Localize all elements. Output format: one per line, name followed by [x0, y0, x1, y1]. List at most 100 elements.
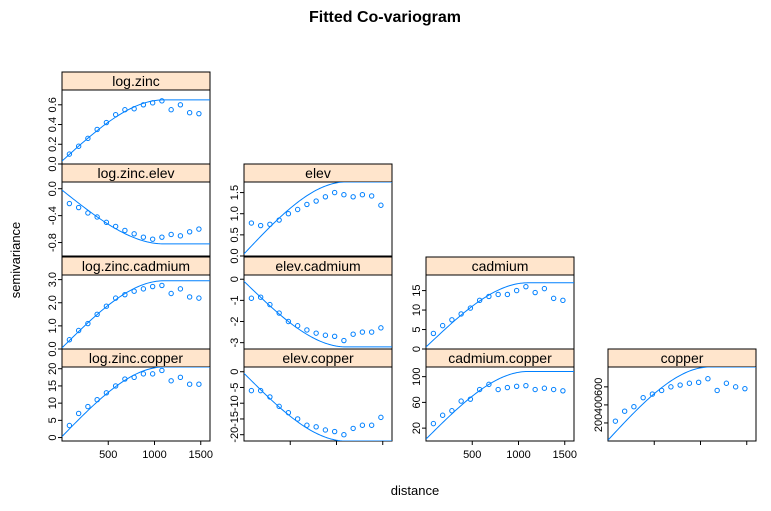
sample-point [276, 217, 282, 223]
panel-frame [607, 366, 757, 442]
sample-point [550, 295, 557, 302]
sample-point [486, 381, 492, 388]
y-tick-label: 0.0 [47, 341, 59, 356]
sample-point [331, 189, 338, 196]
sample-point [467, 305, 474, 311]
sample-point [168, 107, 174, 113]
sample-point [177, 102, 184, 108]
sample-point [513, 287, 520, 294]
panel-elev-copper: elev.copper -20-15-10 -5 0 [229, 348, 393, 445]
y-tick-label: -10 [229, 395, 241, 411]
sample-point [75, 143, 82, 149]
sample-point [112, 111, 119, 118]
sample-point [122, 107, 128, 113]
fitted-model-line [426, 371, 574, 440]
sample-point [649, 391, 656, 397]
sample-point [449, 317, 455, 323]
sample-point [177, 374, 184, 381]
sample-point [439, 412, 446, 418]
sample-point [495, 291, 501, 298]
sample-point [523, 382, 529, 389]
y-tick-label: 10 [411, 304, 423, 316]
panel-elev: elev 0.0 0.5 1.0 1.5 [229, 163, 393, 264]
sample-point [285, 318, 292, 325]
sample-point [294, 323, 301, 329]
panel-frame [425, 274, 575, 350]
y-tick-label: 400 [593, 396, 605, 414]
sample-point [131, 374, 137, 381]
sample-point [186, 294, 193, 300]
y-tick-label: 0.0 [229, 248, 241, 263]
sample-point [159, 234, 165, 240]
panel-strip-label: elev.cadmium [275, 258, 360, 274]
y-tick-label: 5 [47, 417, 59, 423]
sample-point [196, 295, 202, 301]
y-tick-label: 0.2 [47, 137, 59, 152]
sample-point [458, 398, 464, 404]
y-tick-label: 0 [47, 434, 59, 440]
sample-point [621, 408, 628, 414]
panel-log-zinc-cadmium: log.zinc.cadmium 0.0 1.0 2.0 3.0 [47, 256, 211, 357]
sample-point [276, 403, 282, 410]
sample-point [140, 286, 147, 292]
sample-point [94, 214, 100, 220]
sample-point [668, 384, 674, 390]
sample-point [341, 191, 347, 198]
x-tick-label: 500 [463, 449, 481, 461]
sample-point [257, 222, 264, 229]
y-tick-label: 0 [229, 369, 241, 375]
sample-point [458, 311, 464, 317]
y-tick-label: -3 [229, 338, 241, 348]
fitted-model-line [244, 280, 392, 348]
y-tick-label: 0.6 [47, 97, 59, 112]
sample-point [177, 233, 184, 239]
y-tick-label: 15 [411, 284, 423, 296]
sample-point [495, 386, 501, 393]
sample-point [131, 231, 137, 237]
panel-strip-label: log.zinc.copper [89, 350, 184, 366]
sample-point [541, 285, 548, 292]
x-tick-label: 1000 [506, 449, 530, 461]
sample-point [313, 424, 319, 430]
sample-point [94, 126, 100, 133]
sample-point [131, 288, 137, 294]
y-tick-label: 60 [411, 396, 423, 408]
sample-point [476, 386, 483, 393]
sample-point [66, 422, 73, 429]
y-tick-label: 0.0 [47, 181, 59, 196]
y-tick-label: 2.0 [47, 295, 59, 310]
sample-point [112, 223, 119, 230]
fitted-model-line [244, 372, 392, 441]
fitted-model-line [426, 282, 574, 348]
sample-point [186, 109, 193, 116]
sample-point [196, 226, 202, 232]
fitted-model-line [244, 182, 392, 255]
y-tick-label: 0 [411, 346, 423, 352]
sample-point [112, 383, 119, 389]
y-tick-label: 1.0 [47, 318, 59, 333]
panel-cadmium-copper: cadmium.copper 20 60 100 500 1000 1500 [411, 348, 577, 461]
panel-elev-cadmium: elev.cadmium -3 -2 -1 0 [229, 256, 393, 350]
sample-point [103, 119, 110, 126]
sample-point [304, 201, 310, 208]
y-tick-label: 0.4 [47, 117, 59, 132]
sample-point [85, 320, 91, 327]
sample-point [159, 98, 165, 104]
sample-point [541, 385, 548, 391]
panel-frame [243, 274, 393, 350]
sample-point [686, 380, 693, 386]
sample-point [695, 379, 702, 386]
x-tick-label: 1500 [553, 449, 577, 461]
sample-point [322, 427, 329, 433]
y-tick-label: -15 [229, 411, 241, 427]
y-tick-label: 15 [47, 380, 59, 392]
y-tick-label: -0.4 [47, 206, 59, 225]
sample-point [159, 367, 165, 374]
sample-point [378, 202, 384, 208]
sample-point [742, 385, 748, 392]
sample-point [248, 220, 255, 226]
sample-point [430, 420, 437, 427]
sample-point [331, 428, 338, 435]
sample-point [322, 332, 329, 338]
sample-point [560, 388, 566, 394]
